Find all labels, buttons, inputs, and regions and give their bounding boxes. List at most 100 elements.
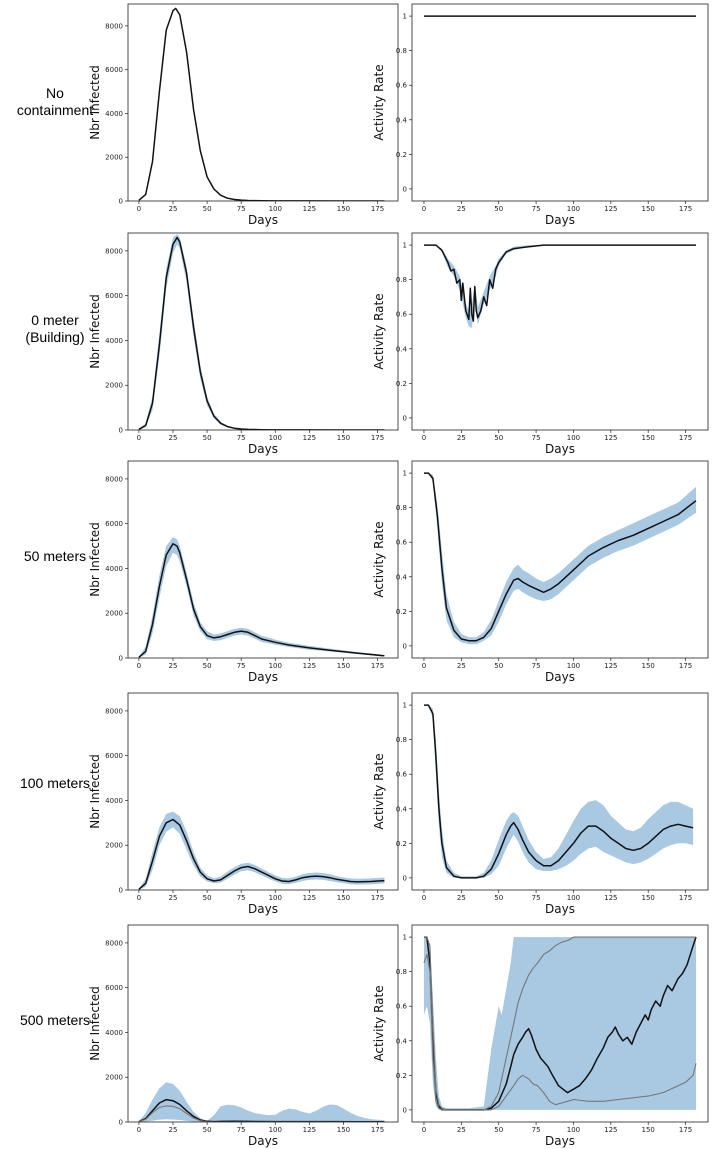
plot-area: [138, 811, 385, 890]
x-axis-label: Days: [248, 1134, 278, 1148]
x-tick-label: 75: [532, 205, 541, 213]
y-axis-label: Activity Rate: [372, 521, 386, 597]
x-tick-label: 75: [532, 894, 541, 902]
mean-line: [138, 543, 385, 658]
confidence-band: [424, 245, 696, 328]
y-axis-label: Nbr Infected: [88, 522, 102, 596]
mean-line: [424, 472, 697, 642]
x-axis-label: Days: [545, 442, 575, 456]
x-tick-label: 75: [237, 1126, 246, 1134]
confidence-band: [138, 1082, 385, 1122]
x-tick-label: 150: [642, 894, 655, 902]
x-tick-label: 25: [457, 662, 466, 670]
y-tick-label: 0.8: [396, 47, 407, 55]
x-tick-label: 175: [679, 205, 692, 213]
x-tick-label: 175: [679, 662, 692, 670]
x-tick-label: 50: [203, 205, 212, 213]
y-tick-label: 2000: [105, 610, 123, 618]
axes-frame: [411, 460, 709, 659]
y-tick-label: 0: [403, 642, 407, 650]
x-axis-label: Days: [545, 670, 575, 684]
plot-area: [424, 704, 694, 879]
x-tick-label: 50: [494, 894, 503, 902]
chart-activity-row-1: 0 25 50 75 100 125 150 175 0 0.2 0.4 0.6 0.8 1 Days Act…: [372, 232, 709, 456]
plot-area: [138, 7, 385, 201]
y-tick-label: 4000: [105, 110, 123, 118]
x-axis-label: Days: [545, 902, 575, 916]
x-axis-label: Days: [248, 670, 278, 684]
y-tick-label: 4000: [105, 797, 123, 805]
x-tick-label: 150: [337, 662, 350, 670]
y-axis-label: Nbr Infected: [88, 65, 102, 139]
y-tick-label: 6000: [105, 520, 123, 528]
x-tick-label: 100: [567, 434, 580, 442]
x-tick-label: 125: [604, 662, 617, 670]
x-tick-label: 175: [371, 205, 384, 213]
x-tick-label: 50: [203, 1126, 212, 1134]
x-tick-label: 0: [137, 434, 141, 442]
x-tick-label: 50: [203, 894, 212, 902]
y-axis-label: Activity Rate: [372, 985, 386, 1061]
y-tick-label: 0.6: [396, 771, 408, 779]
x-tick-label: 150: [642, 1126, 655, 1134]
x-tick-label: 150: [642, 205, 655, 213]
plot-area: [424, 472, 697, 645]
axes-frame: [127, 232, 399, 431]
x-tick-label: 25: [169, 205, 178, 213]
x-tick-label: 75: [237, 205, 246, 213]
y-tick-label: 0: [119, 887, 123, 895]
x-tick-label: 25: [169, 1126, 178, 1134]
x-tick-label: 150: [337, 894, 350, 902]
x-tick-label: 150: [337, 434, 350, 442]
plot-area: [138, 537, 385, 658]
mean-line: [138, 818, 385, 890]
axes-frame: [411, 924, 709, 1123]
x-tick-label: 75: [532, 662, 541, 670]
row-label-100-meters: 100 meters: [20, 775, 90, 791]
x-tick-label: 50: [494, 662, 503, 670]
y-tick-label: 0.4: [396, 573, 408, 581]
x-tick-label: 175: [371, 894, 384, 902]
y-tick-label: 8000: [105, 707, 123, 715]
plot-area: [424, 244, 696, 328]
x-tick-label: 0: [137, 205, 141, 213]
y-tick-label: 0: [403, 874, 407, 882]
x-axis-label: Days: [248, 902, 278, 916]
y-tick-label: 0.6: [396, 311, 408, 319]
y-tick-label: 1: [403, 470, 407, 478]
y-tick-label: 6000: [105, 292, 123, 300]
y-tick-label: 0.4: [396, 116, 408, 124]
y-tick-label: 0.2: [396, 380, 407, 388]
axes-frame: [411, 692, 709, 891]
y-tick-label: 0: [403, 185, 407, 193]
y-tick-label: 8000: [105, 247, 123, 255]
x-tick-label: 0: [137, 1126, 141, 1134]
y-tick-label: 2000: [105, 842, 123, 850]
x-tick-label: 150: [337, 1126, 350, 1134]
y-tick-label: 0.8: [396, 504, 407, 512]
row-label-0-meter: 0 meter (Building): [25, 312, 84, 345]
y-tick-label: 2000: [105, 154, 123, 162]
x-tick-label: 125: [303, 894, 316, 902]
x-tick-label: 125: [604, 205, 617, 213]
chart-activity-row-3: 0 25 50 75 100 125 150 175 0 0.2 0.4 0.6 0.8 1 Days Act…: [372, 692, 709, 916]
confidence-band: [424, 473, 696, 645]
x-tick-label: 50: [494, 1126, 503, 1134]
x-tick-label: 0: [422, 1126, 426, 1134]
confidence-band: [424, 705, 694, 878]
x-tick-label: 25: [457, 894, 466, 902]
row-labels: No containment 0 meter (Building) 50 meter…: [17, 85, 93, 1028]
x-tick-label: 75: [237, 662, 246, 670]
x-tick-label: 0: [422, 894, 426, 902]
x-tick-label: 0: [422, 434, 426, 442]
chart-infected-row-0: 0 25 50 75 100 125 150 175 0 2000 4000 6000 8000 Days…: [88, 3, 399, 227]
x-tick-label: 100: [269, 894, 282, 902]
y-tick-label: 8000: [105, 475, 123, 483]
y-tick-label: 0.4: [396, 1037, 408, 1045]
y-axis-label: Activity Rate: [372, 64, 386, 140]
plot-area: [138, 234, 385, 430]
x-tick-label: 125: [303, 1126, 316, 1134]
x-tick-label: 125: [303, 434, 316, 442]
bound-line: [424, 936, 696, 1111]
confidence-band: [138, 811, 385, 890]
